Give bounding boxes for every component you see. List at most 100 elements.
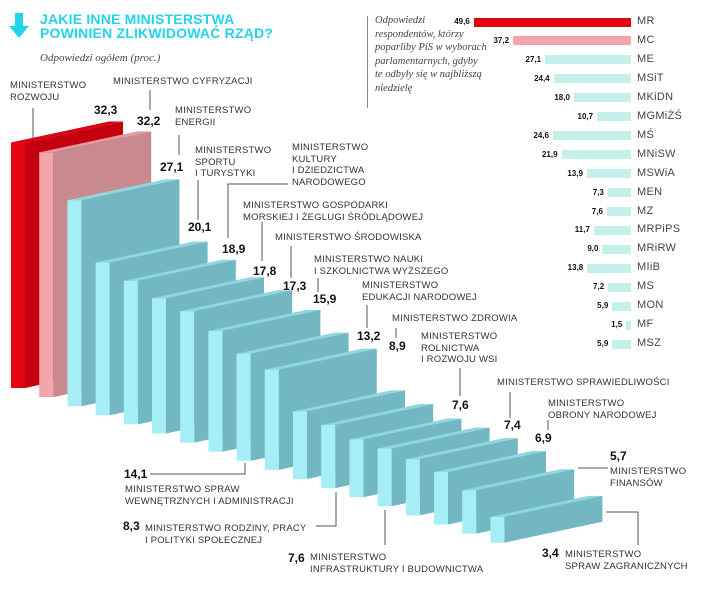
bar-front-face — [490, 516, 505, 543]
bar-top-face — [152, 277, 264, 299]
side-bar-MZ — [606, 207, 631, 216]
bar-value-MEN: 13,2 — [357, 329, 381, 343]
side-bar-MŚ — [553, 131, 631, 141]
bar-label-ME: MINISTERSTWO ENERGII — [175, 105, 252, 128]
bar-label-MSWiA: MINISTERSTWO SPRAW WEWNĘTRZNYCH I ADMINI… — [125, 484, 294, 507]
bar-label-MS: MINISTERSTWO SPRAWIEDLIWOŚCI — [497, 377, 670, 388]
bar-top-face — [236, 332, 349, 354]
bar-label-MR: MINISTERSTWO ROZWOJU — [10, 80, 87, 103]
side-bar-category-MRPiPS: MRPiPS — [637, 223, 681, 236]
leader-line-MSWiA — [150, 463, 246, 475]
bar-top-face — [434, 451, 546, 473]
bar-front-face — [208, 330, 223, 452]
side-bar-category-MSiT: MSiT — [637, 71, 664, 84]
title-line-1: JAKIE INNE MINISTERSTWA — [40, 11, 235, 27]
bar-front-face — [293, 411, 307, 479]
leader-line-MKiDN — [227, 183, 288, 238]
side-bar-category-MF: MF — [637, 318, 654, 331]
bar-value-MSiT: 20,1 — [188, 220, 212, 234]
note-divider — [367, 16, 368, 108]
bar-label-MIiB: MINISTERSTWO INFRASTRUKTURY I BUDOWNICTW… — [310, 552, 484, 575]
bar-front-face — [434, 472, 448, 525]
bar-front-face — [152, 298, 166, 434]
bar-top-face — [405, 438, 518, 460]
bar-top-face — [264, 348, 377, 370]
bar-top-face — [180, 290, 293, 312]
arrow-down-icon — [9, 13, 29, 38]
bar-value-MNiSW: 15,9 — [313, 292, 337, 306]
chart-subtitle: Odpowiedzi ogółem (proc.) — [40, 52, 161, 64]
side-bar-MIiB — [587, 263, 631, 273]
bar-value-MZ: 8,9 — [389, 339, 406, 353]
bar-top-face — [67, 179, 180, 201]
bar-value-MŚ: 17,3 — [283, 279, 307, 293]
bar-value-MIiB: 7,6 — [288, 551, 305, 565]
side-bar-value-MR: 49,6 — [454, 17, 470, 26]
bar-value-MRiRW: 7,6 — [452, 398, 469, 412]
bar-front-face — [67, 200, 82, 407]
side-bar-MS — [608, 282, 631, 292]
bar-label-MKiDN: MINISTERSTWO KULTURY I DZIEDZICTWA NAROD… — [292, 142, 369, 188]
bar-front-face — [377, 448, 392, 507]
side-bar-value-MGMiŻŚ: 10,7 — [577, 111, 594, 121]
bar-value-MF: 5,7 — [610, 449, 627, 463]
bar-front-face — [462, 490, 477, 534]
bar-label-MF: MINISTERSTWO FINANSÓW — [610, 466, 687, 489]
side-bar-MSWiA — [586, 169, 631, 179]
side-bar-category-MSWiA: MSWiA — [637, 166, 676, 179]
bar-value-MGMiŻŚ: 17,8 — [253, 264, 277, 278]
side-bar-category-MGMiŻŚ: MGMiŻŚ — [637, 109, 683, 122]
bar-front-face — [236, 353, 251, 461]
side-bar-MNiSW — [561, 150, 631, 160]
side-bar-category-MSZ: MSZ — [637, 337, 662, 350]
bar-front-face — [405, 459, 420, 516]
side-bar-category-MS: MS — [637, 280, 655, 293]
bar-front-face — [321, 425, 336, 489]
side-bar-value-MF: 1,5 — [611, 320, 623, 330]
side-bar-value-MRPiPS: 11,7 — [574, 225, 590, 235]
bar-label-MNiSW: MINISTERSTWO NAUKI I SZKOLNICTWA WYŻSZEG… — [314, 254, 449, 277]
side-bar-category-MŚ: MŚ — [637, 128, 655, 141]
bar-front-face — [180, 311, 195, 443]
bar-top-face — [377, 427, 490, 449]
side-bar-category-MZ: MZ — [637, 204, 654, 217]
bar-front-face — [39, 152, 54, 398]
side-bar-value-MKiDN: 18,0 — [554, 92, 570, 102]
chart-title: JAKIE INNE MINISTERSTWA POWINIEN ZLIKWID… — [40, 12, 273, 40]
bar-front-face — [264, 369, 279, 470]
side-bar-value-MIiB: 13,8 — [567, 263, 584, 273]
bar-label-MC: MINISTERSTWO CYFRYZACJI — [113, 76, 253, 87]
side-bar-MSiT — [553, 74, 631, 84]
bar-top-face — [462, 469, 575, 491]
side-bar-ME — [545, 55, 631, 65]
side-bar-value-MSWiA: 13,9 — [567, 168, 583, 178]
bar-label-MON: MINISTERSTWO OBRONY NARODOWEJ — [548, 398, 657, 421]
bar-label-MSiT: MINISTERSTWO SPORTU I TURYSTYKI — [195, 145, 272, 179]
side-bar-MC — [513, 36, 631, 46]
side-bar-category-MRiRW: MRiRW — [637, 242, 677, 255]
bar-value-MSZ: 3,4 — [542, 546, 559, 560]
side-bar-MEN — [607, 188, 631, 198]
side-bar-category-MEN: MEN — [637, 185, 663, 198]
bar-value-MRPiPS: 8,3 — [123, 519, 140, 533]
side-chart-title: Odpowiedzi respondentów, którzy poparlib… — [375, 15, 487, 94]
bar-top-face — [39, 131, 152, 153]
bar-top-face — [11, 121, 123, 143]
side-bar-value-ME: 27,1 — [525, 54, 542, 64]
bar-value-MSWiA: 14,1 — [124, 467, 148, 481]
bar-top-face — [490, 495, 603, 517]
bar-label-MRPiPS: MINISTERSTWO RODZINY, PRACY I POLITYKI S… — [145, 523, 307, 546]
side-bar-MKiDN — [573, 93, 631, 103]
side-bar-MON — [612, 301, 631, 311]
bar-label-MŚ: MINISTERSTWO ŚRODOWISKA — [275, 232, 422, 243]
bar-top-face — [208, 309, 321, 331]
leader-line-MRPiPS — [316, 492, 337, 527]
side-bar-category-MIiB: MIiB — [637, 261, 661, 274]
side-bar-MSZ — [612, 339, 631, 349]
bar-value-ME: 27,1 — [160, 160, 184, 174]
side-bar-MRiRW — [602, 244, 631, 254]
bar-front-face — [123, 280, 138, 425]
bar-top-face — [123, 259, 236, 281]
